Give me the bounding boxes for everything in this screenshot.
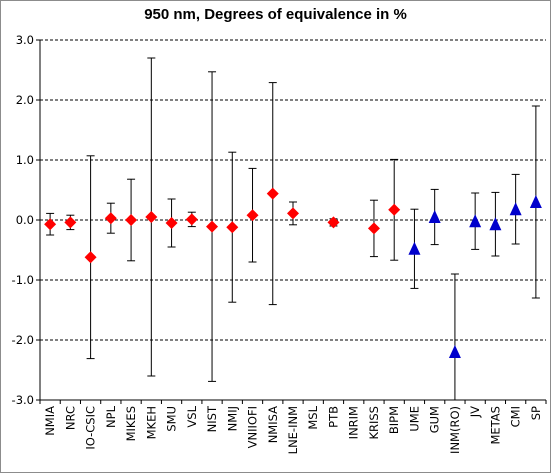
data-point-diamond — [104, 212, 117, 225]
data-point-diamond — [145, 211, 158, 223]
data-point-diamond — [84, 251, 97, 264]
x-tick-label: MIKES — [124, 406, 138, 441]
data-point-diamond — [125, 214, 138, 226]
data-point-diamond — [185, 213, 198, 226]
x-tick-label: JV — [468, 406, 482, 418]
x-tick-label: INM(RO) — [448, 406, 462, 454]
data-point-triangle — [529, 195, 542, 208]
y-tick-label: -1.0 — [12, 273, 34, 287]
x-tick-label: IO-CSIC — [84, 406, 98, 450]
x-tick-label: SP — [529, 406, 543, 420]
y-tick-label: 3.0 — [16, 33, 34, 47]
x-tick-label: KRISS — [367, 406, 381, 440]
data-point-diamond — [226, 221, 239, 234]
x-tick-label: NMIJ — [225, 406, 239, 431]
x-tick-label: NIST — [205, 405, 219, 432]
x-tick-label: VSL — [185, 405, 199, 427]
data-point-diamond — [287, 207, 299, 220]
x-tick-label: SMU — [165, 406, 179, 432]
data-point-diamond — [165, 217, 178, 229]
data-point-triangle — [469, 214, 482, 228]
y-tick-label: -3.0 — [12, 393, 34, 407]
x-tick-label: LNE-INM — [286, 406, 300, 454]
y-tick-label: 2.0 — [16, 93, 34, 107]
data-point-diamond — [206, 220, 219, 233]
y-tick-label: 1.0 — [16, 153, 34, 167]
y-tick-label: 0.0 — [16, 213, 34, 227]
x-tick-label: UME — [407, 406, 421, 432]
x-tick-label: GUM — [428, 406, 442, 433]
data-point-diamond — [327, 216, 340, 229]
data-point-triangle — [408, 241, 421, 255]
x-tick-label: CMI — [509, 406, 523, 427]
data-point-triangle — [489, 217, 502, 231]
x-tick-label: INRIM — [347, 406, 361, 439]
x-tick-label: METAS — [488, 406, 502, 445]
y-tick-label: -2.0 — [12, 333, 34, 347]
data-point-triangle — [509, 202, 522, 216]
data-point-diamond — [388, 203, 401, 216]
x-tick-label: BIPM — [387, 406, 401, 434]
x-tick-label: NPL — [104, 405, 118, 428]
data-point-diamond — [367, 222, 380, 235]
x-tick-label: NMISA — [266, 406, 280, 443]
x-tick-label: NMIA — [43, 406, 57, 436]
data-point-triangle — [448, 345, 461, 358]
data-point-diamond — [44, 218, 57, 231]
x-tick-label: NRC — [63, 406, 77, 430]
chart-title: 950 nm, Degrees of equivalence in % — [144, 6, 407, 23]
x-tick-label: VNIIOFI — [246, 406, 260, 448]
x-tick-label: MKEH — [144, 406, 158, 439]
data-point-diamond — [64, 216, 77, 229]
data-point-diamond — [246, 209, 259, 222]
x-tick-label: PTB — [326, 406, 340, 428]
data-point-diamond — [266, 187, 279, 200]
x-tick-label: MSL — [306, 405, 320, 429]
data-point-triangle — [428, 210, 441, 223]
